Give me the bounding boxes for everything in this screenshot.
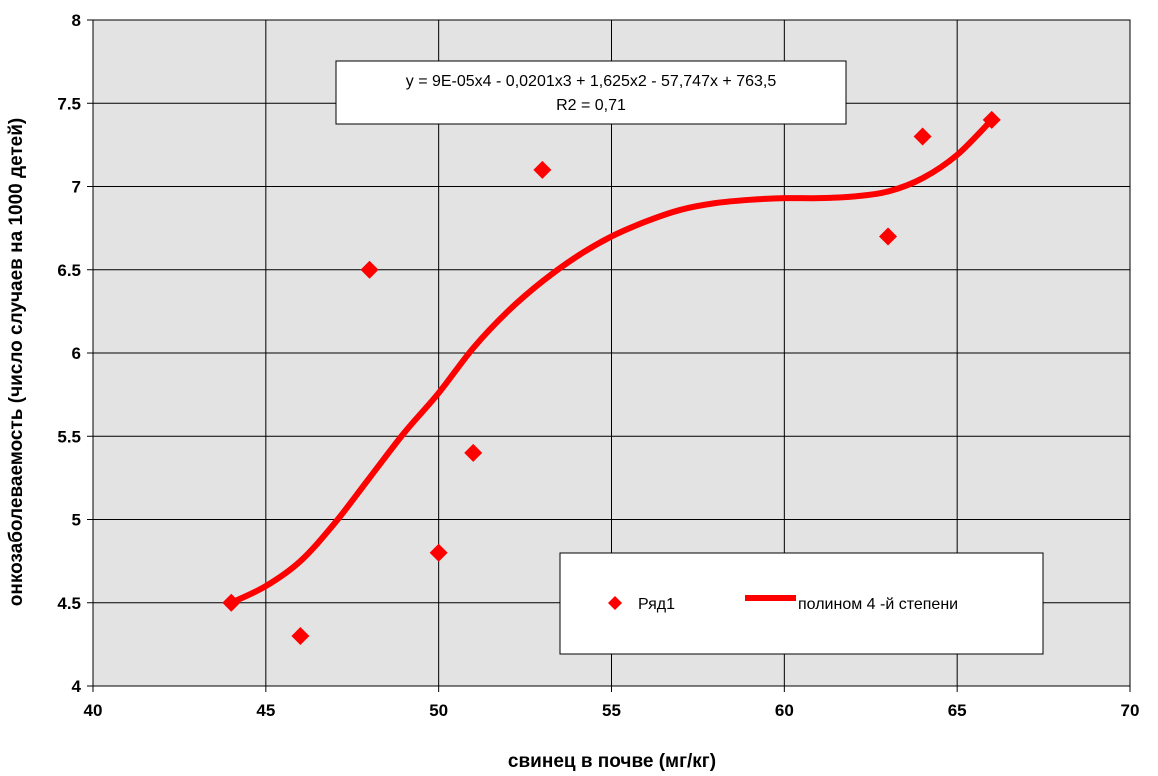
x-tick-label: 40: [84, 701, 103, 720]
data-point: [429, 543, 448, 562]
data-point: [982, 110, 1001, 129]
trendline-curve: [228, 116, 995, 606]
y-tick-label: 4: [72, 677, 82, 696]
x-tick-label: 65: [948, 701, 967, 720]
legend-frame: [559, 552, 1044, 655]
data-point: [879, 227, 898, 246]
y-tick-label: 6.5: [57, 261, 81, 280]
y-tick-label: 5: [72, 511, 81, 530]
x-tick-label: 55: [602, 701, 621, 720]
data-point: [533, 160, 552, 179]
data-point: [360, 260, 379, 279]
y-tick-label: 4.5: [57, 594, 81, 613]
plot-border: [92, 19, 1131, 687]
x-tick-label: 45: [256, 701, 275, 720]
equation-box: y = 9E-05x4 - 0,0201x3 + 1,625x2 - 57,74…: [335, 60, 847, 125]
x-axis-title: свинец в почве (мг/кг): [508, 751, 716, 772]
data-point: [291, 627, 310, 646]
equation-box-frame: [335, 60, 847, 125]
r-squared-text: R2 = 0,71: [556, 97, 626, 114]
data-point: [464, 443, 483, 462]
y-tick-label: 6: [72, 344, 81, 363]
points-layer: [222, 110, 1001, 646]
data-point: [222, 593, 241, 612]
y-tick-label: 7.5: [57, 94, 81, 113]
x-tick-labels: 40 45 50 55 60 65 70: [84, 701, 1140, 720]
legend-label-series1: Ряд1: [638, 596, 675, 613]
y-tick-label: 7: [72, 178, 81, 197]
x-tick-label: 70: [1121, 701, 1140, 720]
data-point: [913, 127, 932, 146]
y-tick-label: 5.5: [57, 427, 81, 446]
x-tick-label: 60: [775, 701, 794, 720]
legend: Ряд1 полином 4 -й степени: [559, 552, 1044, 655]
legend-marker-series1: [608, 596, 622, 610]
y-tick-label: 8: [72, 11, 81, 30]
x-tick-label: 50: [429, 701, 448, 720]
y-axis-title: онкозаболеваемость (число случаев на 100…: [6, 118, 27, 607]
trendline-layer: [228, 116, 995, 606]
equation-text: y = 9E-05x4 - 0,0201x3 + 1,625x2 - 57,74…: [406, 73, 777, 90]
y-tick-labels: 4 4.5 5 5.5 6 6.5 7 7.5 8: [57, 11, 81, 696]
legend-label-trendline: полином 4 -й степени: [798, 596, 958, 613]
